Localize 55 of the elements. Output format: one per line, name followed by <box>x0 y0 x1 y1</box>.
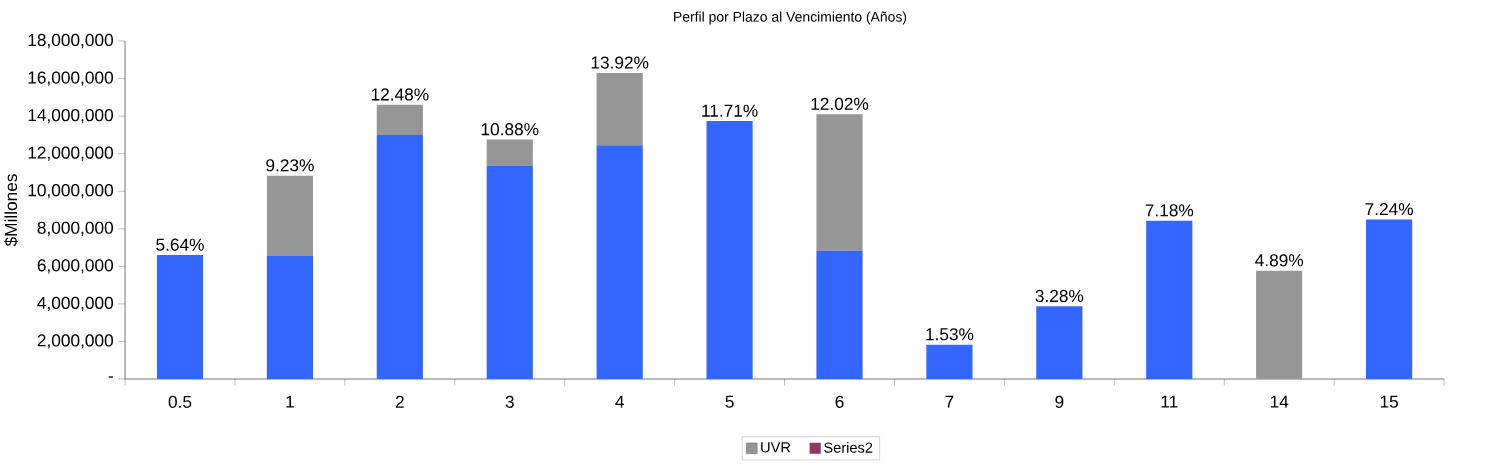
y-tick-label: 4,000,000 <box>37 296 114 312</box>
bar <box>1146 220 1193 379</box>
x-tick-label: 7 <box>945 395 954 408</box>
x-tick-label: 14 <box>1270 395 1289 408</box>
bar <box>816 114 863 251</box>
annotation: 13.92% <box>591 56 649 69</box>
y-tick-label: 6,000,000 <box>37 259 114 274</box>
bar <box>1256 270 1303 379</box>
bar <box>156 255 204 379</box>
y-axis-title: $Millones <box>4 174 19 247</box>
x-tick-label: 9 <box>1055 395 1064 408</box>
x-tick-label: 6 <box>835 395 844 408</box>
bar <box>376 104 423 135</box>
annotation: 10.88% <box>481 123 539 136</box>
annotation: 7.18% <box>1145 204 1194 217</box>
annotation: 5.64% <box>156 238 204 251</box>
bar <box>926 344 973 379</box>
legend-label: UVR <box>761 442 791 453</box>
bar <box>596 145 643 379</box>
bar <box>486 165 533 379</box>
bar <box>816 250 863 379</box>
annotation: 11.71% <box>702 104 758 117</box>
x-tick-label: 11 <box>1161 395 1178 408</box>
chart-title: Perfil por Plazo al Vencimiento (Años) <box>674 11 907 25</box>
x-tick-label: 0.5 <box>168 395 192 408</box>
x-tick-label: 1 <box>286 395 294 408</box>
x-tick-label: 5 <box>725 395 734 408</box>
y-tick-label: 12,000,000 <box>28 146 113 161</box>
y-tick-label: 18,000,000 <box>28 33 113 49</box>
x-tick-label: 3 <box>505 395 514 408</box>
x-tick-label: 4 <box>615 395 624 408</box>
annotation: 12.02% <box>811 97 869 110</box>
bar <box>1366 219 1413 379</box>
x-tick-label: 15 <box>1380 395 1398 408</box>
annotation: 9.23% <box>266 159 314 172</box>
y-tick-label: 2,000,000 <box>37 334 114 349</box>
y-tick-label: 14,000,000 <box>28 108 113 124</box>
annotation: 1.53% <box>926 328 974 341</box>
y-tick-label: 10,000,000 <box>28 184 113 199</box>
bar <box>1036 306 1083 379</box>
y-tick-label: 8,000,000 <box>37 221 114 236</box>
bar <box>706 120 753 379</box>
x-tick-label: 2 <box>395 395 404 408</box>
bar <box>266 175 313 257</box>
annotation: 4.89% <box>1255 254 1304 267</box>
y-tick-label: 16,000,000 <box>28 71 113 86</box>
bar <box>596 72 643 146</box>
bar <box>376 134 423 379</box>
annotation: 3.28% <box>1035 289 1084 303</box>
y-tick-label: - <box>108 376 113 378</box>
bar <box>266 256 313 379</box>
annotation: 7.24% <box>1365 202 1413 216</box>
annotation: 12.48% <box>371 88 429 101</box>
bar <box>486 139 533 166</box>
legend-label: Series2 <box>824 442 873 453</box>
